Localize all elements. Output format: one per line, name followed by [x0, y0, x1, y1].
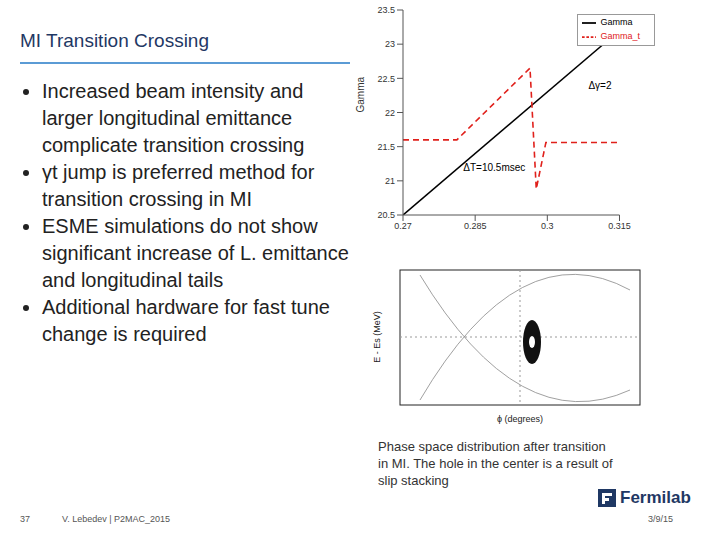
svg-text:ϕ (degrees): ϕ (degrees): [497, 414, 543, 424]
html-text:MI Transition Crossing: MI Transition Crossing: [20, 30, 209, 51]
svg-text:22.5: 22.5: [377, 74, 395, 84]
html-text:Gamma_t: Gamma_t: [600, 31, 640, 42]
html-text:V. Lebedev | P2MAC_2015: V. Lebedev | P2MAC_2015: [62, 514, 171, 524]
svg-text:0.285: 0.285: [464, 221, 487, 231]
html-text:Gamma: Gamma: [600, 17, 633, 28]
svg-text:23: 23: [385, 39, 395, 49]
html-text:Fermilab: Fermilab: [620, 488, 691, 507]
html-text:Additional hardware for fast t: Additional hardware for fast tune change…: [42, 296, 330, 345]
html-text:Phase space distribution after: Phase space distribution after transitio…: [378, 439, 613, 488]
svg-text:21: 21: [385, 176, 395, 186]
svg-text:21.5: 21.5: [377, 142, 395, 152]
svg-text:0.315: 0.315: [608, 221, 631, 231]
svg-text:20.5: 20.5: [377, 210, 395, 220]
svg-text:0.27: 0.27: [394, 221, 412, 231]
svg-text:0.3: 0.3: [541, 221, 554, 231]
svg-text:22: 22: [385, 108, 395, 118]
svg-text:ΔT=10.5msec: ΔT=10.5msec: [463, 162, 525, 173]
svg-text:Gamma: Gamma: [355, 77, 366, 113]
html-text:3/9/15: 3/9/15: [648, 514, 673, 524]
svg-text:23.5: 23.5: [377, 5, 395, 15]
html-text:37: 37: [20, 514, 30, 524]
svg-text:E - Es (MeV): E - Es (MeV): [372, 311, 382, 363]
svg-text:Δγ=2: Δγ=2: [588, 80, 612, 91]
html-text:ESME simulations do not show s: ESME simulations do not show significant…: [42, 215, 349, 291]
html-text:γt jump is preferred method fo: γt jump is preferred method for transiti…: [42, 161, 315, 210]
html-text:Increased beam intensity and l: Increased beam intensity and larger long…: [42, 80, 305, 156]
